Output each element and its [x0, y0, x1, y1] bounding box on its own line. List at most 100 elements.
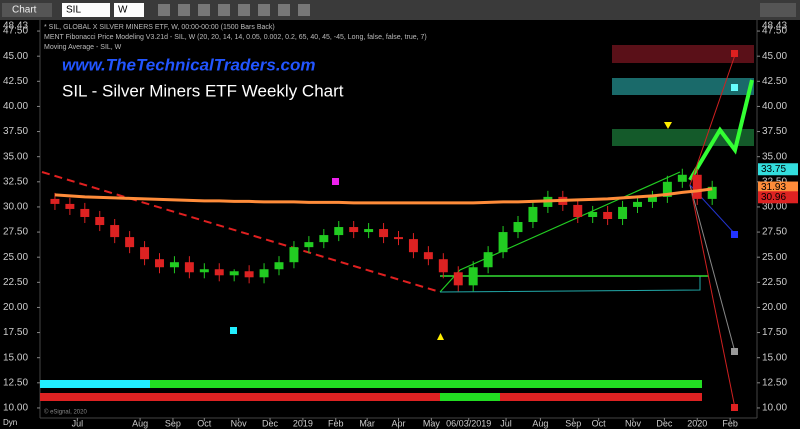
indicator-bar	[40, 393, 702, 401]
price-marker-label: 33.75	[761, 164, 786, 175]
tool-icon[interactable]	[198, 4, 210, 16]
y-tick-label: 42.50	[762, 76, 787, 87]
x-tick-label: 06/03/2019	[446, 418, 491, 428]
x-tick-label: Aug	[132, 418, 148, 428]
price-marker	[758, 191, 798, 204]
candle-body	[573, 204, 583, 217]
y-tick-label: 30.00	[3, 202, 28, 213]
y-tick-label: 20.00	[3, 302, 28, 313]
symbol: SIL	[66, 5, 81, 16]
candle-body	[80, 208, 90, 217]
target-marker	[731, 348, 738, 355]
trend-line	[41, 171, 441, 293]
y-tick-label: 27.50	[3, 227, 28, 238]
candle-body	[155, 259, 164, 268]
price-marker	[758, 181, 798, 194]
x-tick-label: Oct	[592, 418, 607, 428]
chart-label: Chart	[12, 5, 37, 16]
target-marker	[731, 231, 738, 238]
target-box	[612, 78, 754, 95]
x-tick-label: Sep	[565, 418, 581, 428]
y-tick-label: 45.00	[762, 51, 787, 62]
tool-icon[interactable]	[298, 4, 310, 16]
tool-icon[interactable]	[238, 4, 250, 16]
window-controls[interactable]	[760, 3, 796, 17]
x-tick-label: Sep	[165, 418, 181, 428]
x-tick-label: Dec	[656, 418, 673, 428]
y-tick-label: 22.50	[3, 277, 28, 288]
x-tick-label: Mar	[359, 418, 375, 428]
candle-body	[229, 271, 239, 276]
x-tick-label: Aug	[532, 418, 548, 428]
symbol-input[interactable]	[62, 3, 110, 17]
candle-body	[125, 237, 135, 248]
tool-icon[interactable]	[278, 4, 290, 16]
candle-body	[199, 269, 209, 273]
candle-body	[662, 181, 672, 197]
x-tick-label: Feb	[328, 418, 344, 428]
x-tick-label: Feb	[722, 418, 738, 428]
price-marker-label: 30.96	[761, 192, 786, 203]
x-tick-label: 2019	[293, 418, 313, 428]
y-tick-label: 45.00	[3, 51, 28, 62]
candle-body	[140, 247, 150, 260]
tool-icon[interactable]	[178, 4, 190, 16]
candle-body	[394, 237, 403, 240]
top-value: 48.43	[762, 21, 787, 32]
projection	[689, 184, 736, 353]
y-tick-label: 35.00	[762, 151, 787, 162]
y-tick-label: 32.50	[3, 176, 28, 187]
y-tick-label: 17.50	[3, 327, 28, 338]
candle-body	[618, 206, 628, 219]
y-tick-label: 15.00	[762, 352, 787, 363]
chart-button[interactable]	[2, 3, 52, 17]
candle-body	[603, 211, 613, 219]
y-tick-label: 25.00	[762, 252, 787, 263]
candle-body	[692, 174, 702, 199]
candle-body	[334, 227, 344, 236]
candle-body	[319, 235, 329, 243]
y-tick-label: 12.50	[3, 377, 28, 388]
candle-body	[483, 252, 493, 268]
x-tick-label: Oct	[197, 418, 212, 428]
candle-body	[169, 262, 179, 268]
interval-input[interactable]	[114, 3, 144, 17]
tool-icon[interactable]	[158, 4, 170, 16]
toolbar-icons	[158, 4, 310, 16]
y-tick-label: 37.50	[3, 126, 28, 137]
candle-body	[528, 206, 538, 223]
target-marker	[731, 84, 738, 91]
y-tick-label: 10.00	[3, 403, 28, 414]
y-tick-label: 42.50	[3, 76, 28, 87]
price-marker-label: 31.93	[761, 182, 786, 193]
candle-body	[50, 198, 60, 204]
tool-icon[interactable]	[218, 4, 230, 16]
candle-body	[707, 186, 717, 199]
y-tick-label: 25.00	[3, 252, 28, 263]
candle-body	[304, 242, 314, 248]
candle-body	[184, 262, 194, 273]
chart-title: SIL - Silver Miners ETF Weekly Chart	[62, 81, 344, 100]
y-tick-label: 15.00	[3, 352, 28, 363]
candle-body	[110, 225, 120, 238]
channel-line	[439, 276, 701, 293]
projection	[688, 79, 754, 182]
target-box	[612, 45, 754, 63]
candle-body	[677, 174, 687, 182]
study-line: Moving Average - SIL, W	[44, 44, 122, 51]
signal-marker	[437, 333, 444, 340]
axis-corner: Dyn	[3, 418, 17, 427]
candle-body	[95, 216, 105, 226]
candle-body	[438, 259, 448, 273]
study-line: MENT Fibonacci Price Modeling V3.21d - S…	[44, 34, 427, 41]
indicator-bar	[440, 393, 500, 401]
price-marker	[758, 163, 798, 176]
target-marker	[731, 50, 738, 57]
signal-marker	[332, 178, 339, 185]
candle-body	[453, 272, 463, 286]
y-tick-label: 22.50	[762, 277, 787, 288]
tool-icon[interactable]	[258, 4, 270, 16]
y-tick-label: 20.00	[762, 302, 787, 313]
